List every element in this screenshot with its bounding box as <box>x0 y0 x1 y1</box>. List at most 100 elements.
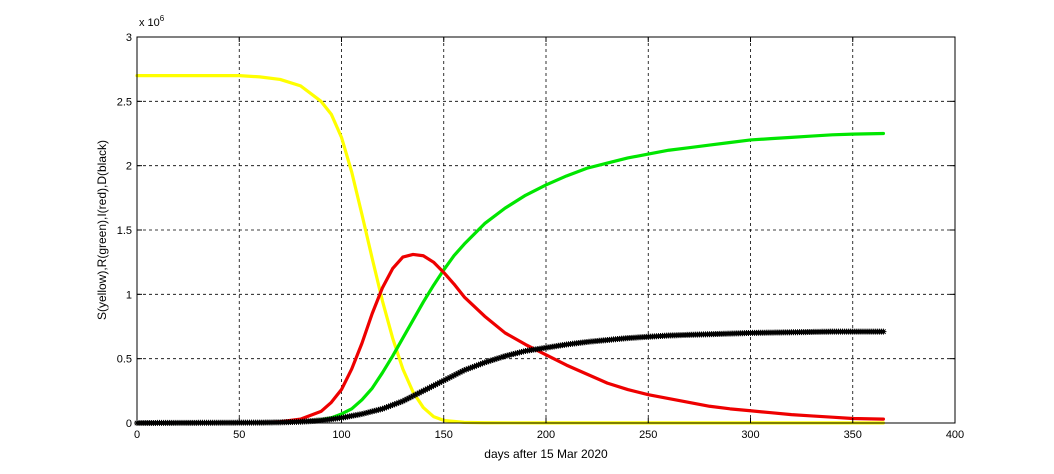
d-series-marker <box>444 375 451 382</box>
d-series-marker <box>358 410 365 417</box>
d-series-marker <box>383 404 390 411</box>
y-tick-label: 2 <box>126 161 132 173</box>
d-series-marker <box>432 381 439 388</box>
d-series-marker <box>365 409 372 416</box>
d-series-marker <box>375 406 382 413</box>
d-series-marker <box>438 378 445 385</box>
d-series-marker <box>483 358 490 365</box>
d-series-marker <box>403 396 410 403</box>
d-series-marker <box>381 405 388 412</box>
d-series-marker <box>428 383 435 390</box>
d-series-marker <box>389 401 396 408</box>
d-series-marker <box>363 409 370 416</box>
x-tick-label: 50 <box>233 429 245 441</box>
d-series-marker <box>401 397 408 404</box>
d-series-marker <box>393 400 400 407</box>
d-series-marker <box>371 407 378 414</box>
d-series-marker <box>514 350 521 357</box>
d-series-marker <box>414 390 421 397</box>
d-series-marker <box>498 354 505 361</box>
d-series-marker <box>475 361 482 368</box>
d-series-marker <box>430 382 437 389</box>
grid <box>137 37 955 423</box>
d-series-marker <box>360 410 367 417</box>
i-series-line <box>135 252 886 425</box>
y-tick-label: 1 <box>126 289 132 301</box>
d-series-marker <box>493 355 500 362</box>
r-series-line <box>135 131 886 425</box>
d-series-marker <box>487 357 494 364</box>
ticks: 0 50 100 150 200 250 300 350 400 0 0.5 1 1.5 2 2.5 3 <box>117 32 964 441</box>
d-series-marker <box>495 355 502 362</box>
d-series-marker <box>465 365 472 372</box>
d-series-marker <box>395 399 402 406</box>
y-tick-label: 0.5 <box>117 354 132 366</box>
d-series-marker <box>508 351 515 358</box>
d-series-marker <box>412 391 419 398</box>
d-series-marker <box>463 366 470 373</box>
y-tick-label: 1.5 <box>117 225 132 237</box>
y-tick-label: 3 <box>126 32 132 44</box>
d-series-marker <box>405 395 412 402</box>
d-series-marker <box>467 364 474 371</box>
x-tick-label: 400 <box>946 429 964 441</box>
x-tick-label: 300 <box>741 429 759 441</box>
d-series-marker <box>440 377 447 384</box>
d-series-marker <box>377 406 384 413</box>
d-series-marker <box>387 402 394 409</box>
d-series-marker <box>369 408 376 415</box>
d-series-marker <box>408 394 415 401</box>
d-series-marker <box>379 405 386 412</box>
d-series-marker <box>469 364 476 371</box>
x-tick-label: 150 <box>435 429 453 441</box>
d-series-marker <box>504 352 511 359</box>
d-series-marker <box>448 373 455 380</box>
d-series-marker <box>491 356 498 363</box>
d-series-marker <box>420 387 427 394</box>
d-series-marker <box>422 386 429 393</box>
d-series-marker <box>479 360 486 367</box>
y-exponent-label: x 106 <box>139 14 165 29</box>
x-tick-label: 0 <box>134 429 140 441</box>
d-series-marker <box>510 351 517 358</box>
d-series-marker <box>410 392 417 399</box>
y-tick-label: 0 <box>126 418 132 430</box>
d-series-marker <box>502 353 509 360</box>
d-series-marker <box>453 371 460 378</box>
d-series-marker <box>426 384 433 391</box>
x-tick-label: 350 <box>844 429 862 441</box>
d-series-marker <box>391 401 398 408</box>
d-series-marker <box>471 363 478 370</box>
d-series-marker <box>520 348 527 355</box>
x-tick-label: 200 <box>537 429 555 441</box>
d-series-marker <box>459 368 466 375</box>
d-series-marker <box>880 328 887 335</box>
d-series-marker <box>450 372 457 379</box>
d-series-marker <box>385 403 392 410</box>
d-series-marker <box>436 379 443 386</box>
d-series-marker <box>500 353 507 360</box>
y-exponent-base: x 10 <box>139 17 160 29</box>
y-tick-label: 2.5 <box>117 96 132 108</box>
d-series-marker <box>446 374 453 381</box>
series-layer <box>134 74 887 426</box>
d-series-marker <box>485 358 492 365</box>
x-tick-label: 250 <box>639 429 657 441</box>
d-series-marker <box>516 349 523 356</box>
d-series-marker <box>481 359 488 366</box>
d-series-marker <box>442 376 449 383</box>
d-series-marker <box>367 408 374 415</box>
d-series-marker <box>434 380 441 387</box>
d-series-marker <box>416 389 423 396</box>
y-exponent-power: 6 <box>160 14 165 23</box>
d-series-marker <box>418 388 425 395</box>
d-series-marker <box>373 407 380 414</box>
d-series-marker <box>518 348 525 355</box>
d-series-marker <box>461 367 468 374</box>
x-tick-label: 100 <box>332 429 350 441</box>
x-axis-label: days after 15 Mar 2020 <box>484 447 608 461</box>
d-series-marker <box>455 370 462 377</box>
d-series-marker <box>457 369 464 376</box>
d-series-marker <box>506 352 513 359</box>
